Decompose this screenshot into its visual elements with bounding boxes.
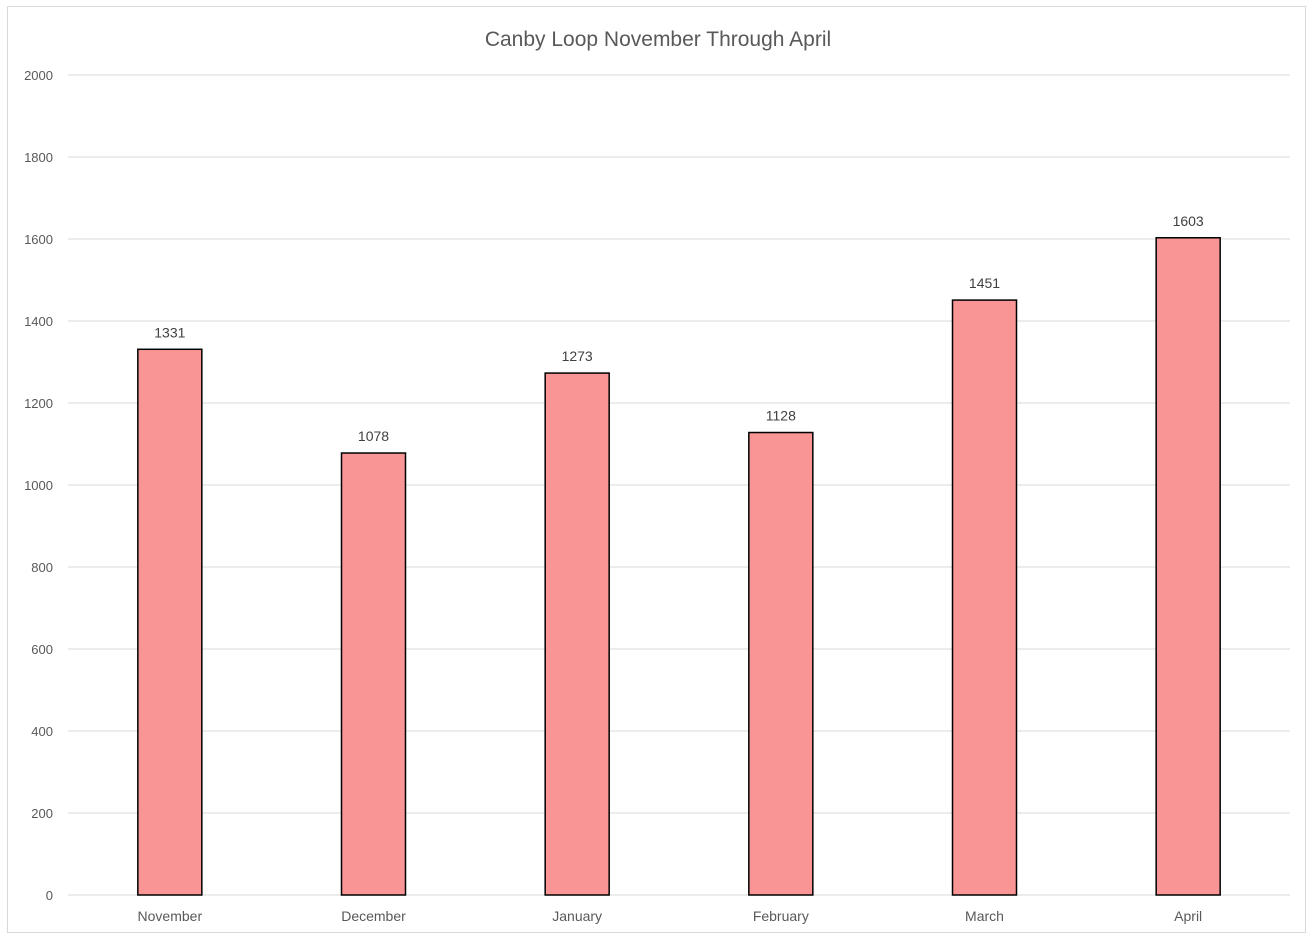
bar-march	[951, 299, 1018, 896]
data-label: 1451	[969, 275, 1000, 291]
y-tick-label: 1000	[24, 478, 53, 493]
bar-november	[137, 348, 203, 896]
chart-area	[7, 6, 1306, 933]
chart-title: Canby Loop November Through April	[485, 28, 831, 51]
data-label: 1603	[1173, 213, 1204, 229]
y-tick-label: 1400	[24, 314, 53, 329]
y-tick-label: 2000	[24, 68, 53, 83]
bar-january	[544, 372, 610, 896]
y-tick-label: 400	[31, 724, 53, 739]
x-category-label: December	[341, 908, 406, 924]
data-label: 1128	[766, 408, 796, 424]
y-tick-label: 0	[46, 888, 53, 903]
bars	[137, 237, 1221, 896]
x-category-label: April	[1174, 908, 1202, 924]
y-tick-label: 1600	[24, 232, 53, 247]
y-tick-label: 1800	[24, 150, 53, 165]
data-label: 1331	[154, 324, 185, 340]
y-tick-label: 200	[31, 806, 53, 821]
bar-december	[340, 452, 407, 896]
x-category-label: January	[552, 908, 602, 924]
gridlines	[68, 74, 1290, 896]
y-tick-label: 1200	[24, 396, 53, 411]
bar-april	[1155, 237, 1221, 896]
y-axis-tick-labels: 0 200 400 600 800 1000 1200 1400 1600 1800 2000	[24, 68, 53, 903]
x-category-label: November	[138, 908, 203, 924]
bar-february	[748, 431, 814, 896]
x-category-label: March	[965, 908, 1004, 924]
data-label: 1273	[562, 348, 593, 364]
y-tick-label: 600	[31, 642, 53, 657]
x-category-label: February	[753, 908, 809, 924]
data-labels: 1331 1078 1273 1128 1451 1603	[154, 213, 1204, 444]
y-tick-label: 800	[31, 560, 53, 575]
x-axis-category-labels: November December January February March Apri…	[138, 908, 1203, 924]
data-label: 1078	[358, 428, 389, 444]
